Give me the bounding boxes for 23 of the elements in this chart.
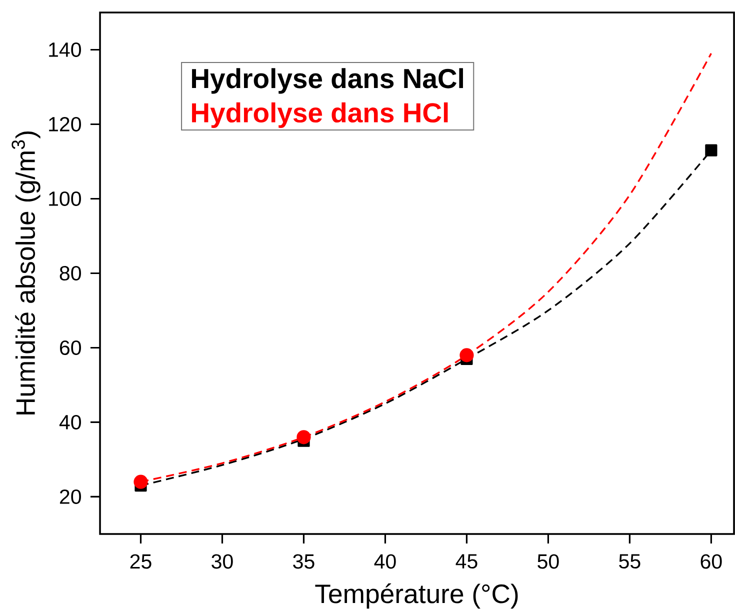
x-tick-label: 35 — [293, 554, 314, 569]
y-axis-title: Humidité absolue (g/m$^{3}$) — [12, 132, 40, 414]
x-tick-label: 40 — [374, 554, 396, 569]
y-tick-label: 40 — [59, 414, 81, 430]
point — [134, 474, 148, 489]
x-tick-label: 25 — [130, 554, 152, 569]
point — [296, 430, 311, 444]
text: Hydrolyse dans NaCl — [192, 68, 463, 94]
x-tick-label: 50 — [538, 554, 559, 569]
y-tick-label: 60 — [60, 340, 81, 356]
y-tick-label: 80 — [60, 266, 81, 281]
x-tick-label: 55 — [619, 554, 640, 569]
point — [460, 348, 474, 362]
x-axis-title: Température (°C) — [315, 583, 518, 609]
x-tick-label: 60 — [700, 554, 722, 569]
x-tick-label: 30 — [212, 554, 233, 569]
text: Hydrolyse dans HCl — [192, 102, 448, 128]
point — [705, 144, 718, 156]
x-tick-label: 45 — [456, 554, 478, 569]
y-tick-label: 100 — [49, 191, 81, 206]
y-tick-label: 20 — [60, 489, 81, 504]
y-tick-label: 120 — [49, 116, 81, 132]
y-tick-label: 140 — [49, 42, 81, 58]
